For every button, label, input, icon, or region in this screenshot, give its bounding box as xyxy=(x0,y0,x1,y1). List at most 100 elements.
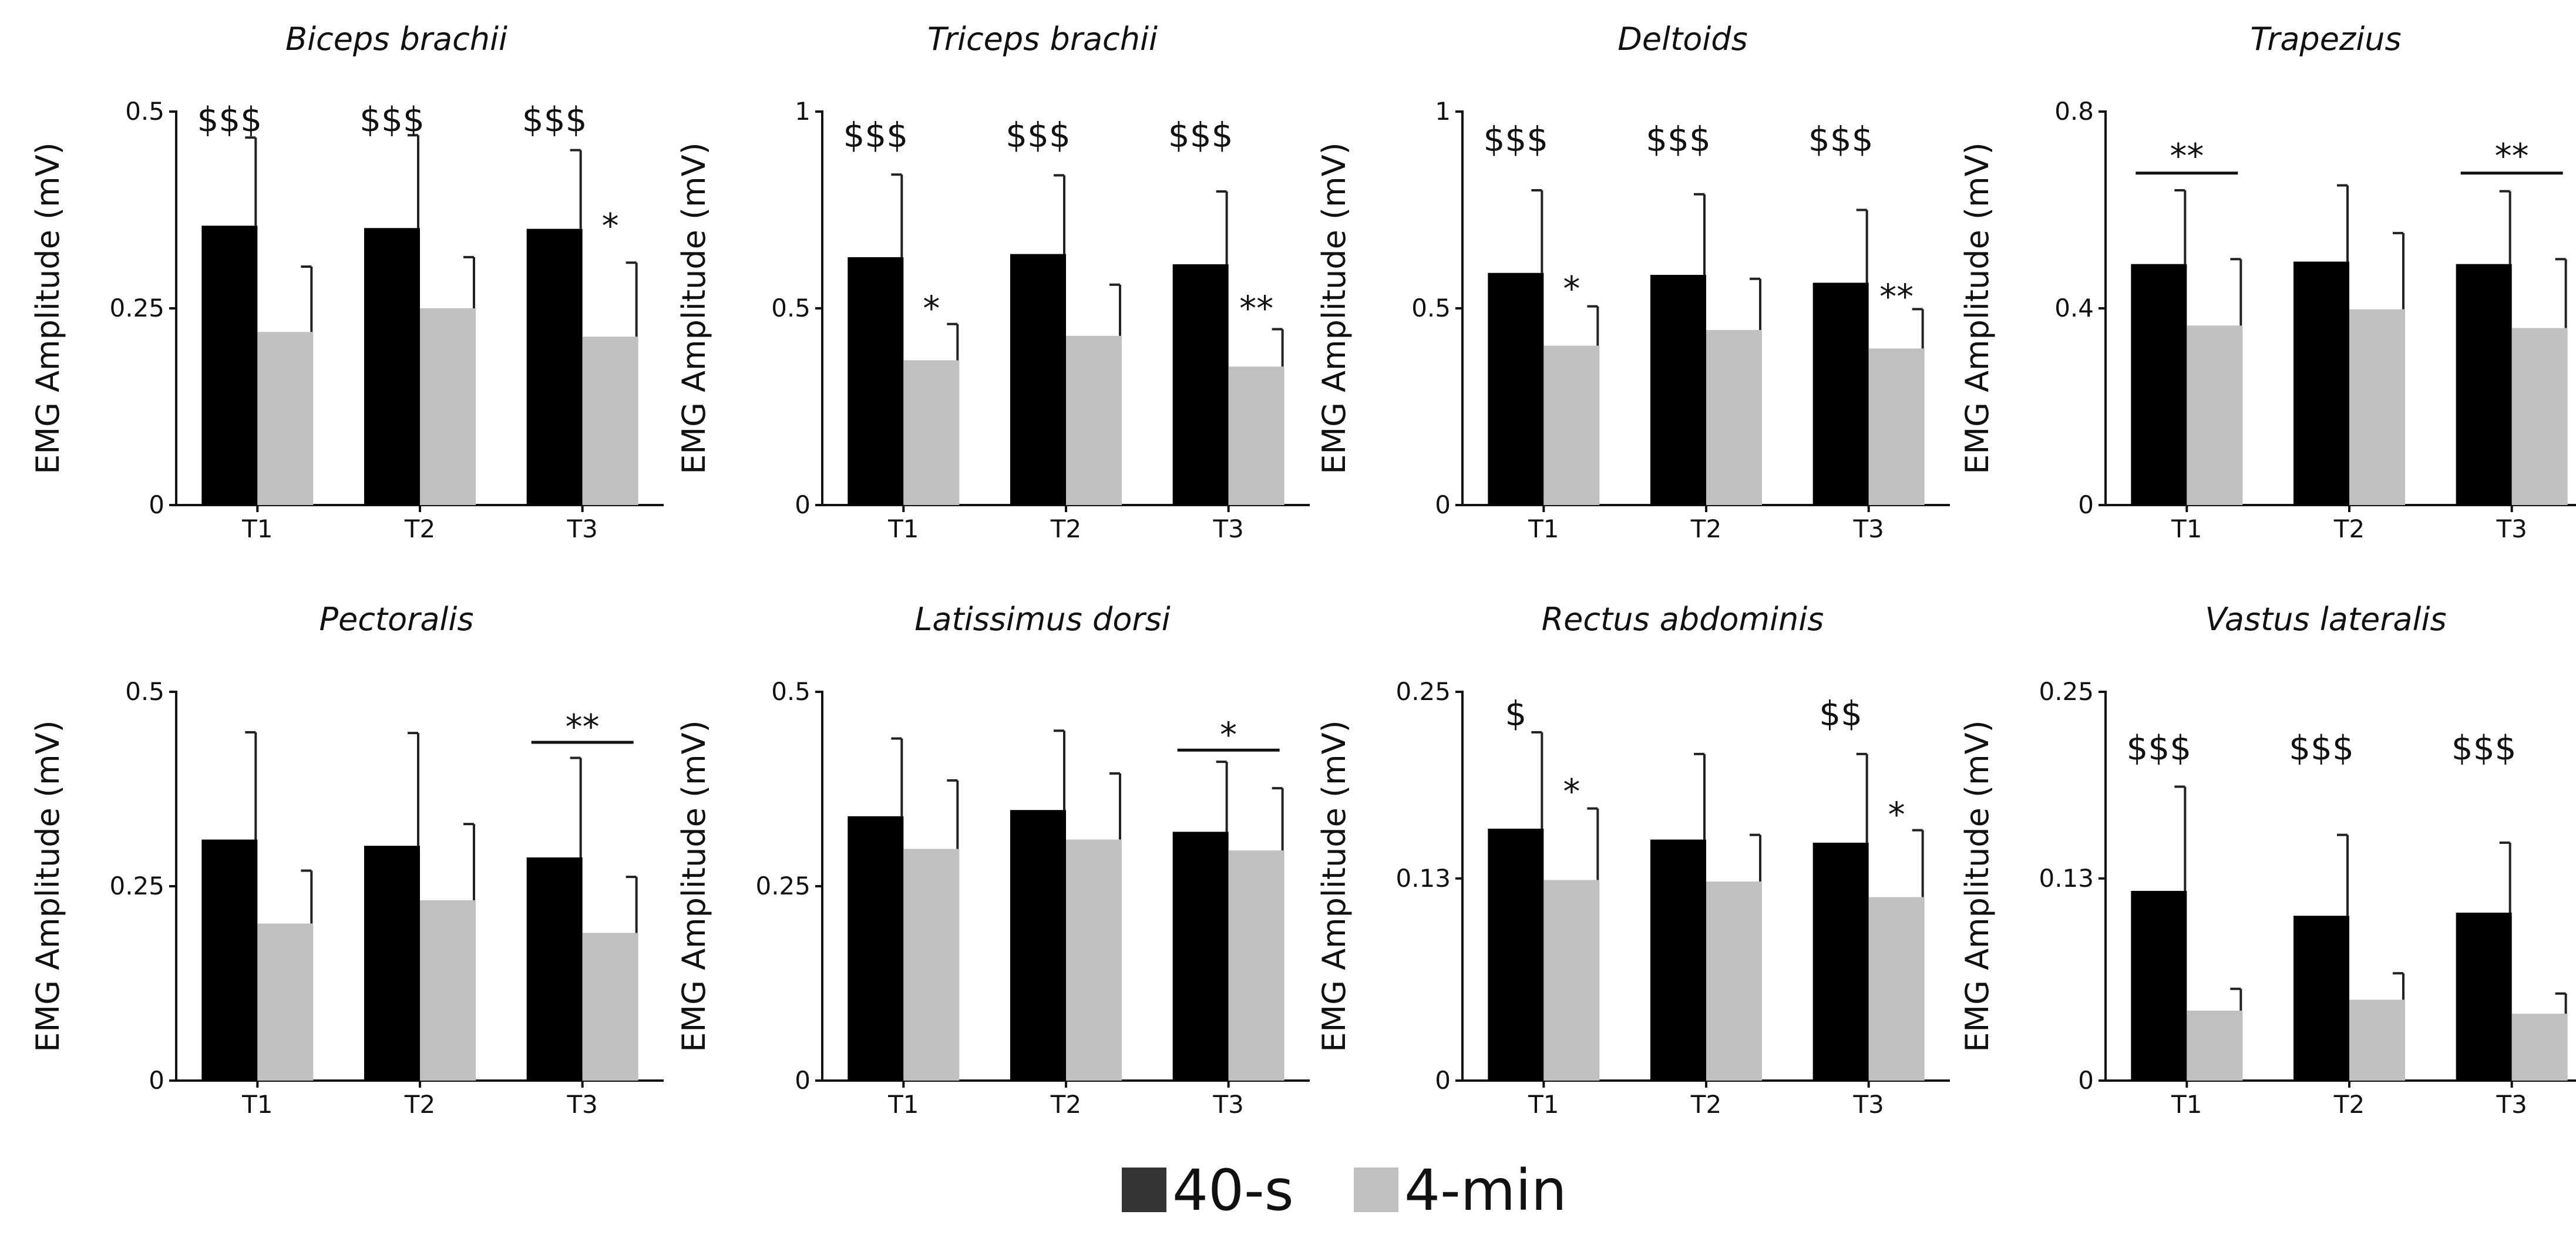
chart-title: Rectus abdominis xyxy=(1542,601,1824,638)
bar-40-s-t2 xyxy=(364,846,420,1081)
legend: 40-s 4-min xyxy=(1122,1158,1567,1223)
bar-4-min-t2 xyxy=(1706,882,1762,1081)
significance-annotation: ** xyxy=(1879,277,1913,317)
chart-vastus-lateralis: Vastus lateralis EMG Amplitude (mV) 0 0.13 0… xyxy=(1959,601,2576,1119)
significance-annotation: $$$ xyxy=(359,99,425,139)
bar-40-s-t1 xyxy=(848,257,904,505)
chart-title: Trapezius xyxy=(2250,21,2401,58)
x-tick-label-t1: T1 xyxy=(241,1090,273,1119)
bar-40-s-t2 xyxy=(364,228,420,505)
chart-title: Pectoralis xyxy=(319,601,473,638)
bar-4-min-t3 xyxy=(2511,328,2568,505)
y-tick-label: 1 xyxy=(1435,97,1451,126)
significance-annotation: $$$ xyxy=(1646,119,1711,159)
significance-annotation: * xyxy=(1220,715,1237,755)
significance-annotation: $$$ xyxy=(2289,728,2354,768)
y-axis-label: EMG Amplitude (mV) xyxy=(675,142,712,474)
bar-40-s-t1 xyxy=(1488,273,1544,505)
chart-pectoralis: Pectoralis EMG Amplitude (mV) 0 0.25 0.5 T1 T2… xyxy=(29,601,664,1119)
chart-trapezius: Trapezius EMG Amplitude (mV) 0 0.4 0.8 T1 T2 T3… xyxy=(1959,21,2576,543)
x-tick-label-t3: T3 xyxy=(2496,1090,2527,1119)
x-tick-label-t3: T3 xyxy=(2496,514,2527,543)
chart-rectus-abdominis: Rectus abdominis EMG Amplitude (mV) 0 0.13 0… xyxy=(1316,601,1950,1119)
bar-4-min-t3 xyxy=(2511,1014,2568,1081)
y-tick-label: 0 xyxy=(2078,490,2094,519)
bar-40-s-t1 xyxy=(201,839,258,1081)
significance-annotation: * xyxy=(923,288,940,328)
significance-annotation: $$$ xyxy=(1168,115,1233,155)
x-tick-label-t2: T2 xyxy=(404,514,435,543)
significance-annotation: ** xyxy=(2170,136,2204,176)
y-tick-label: 0 xyxy=(2078,1066,2094,1095)
bar-40-s-t2 xyxy=(1010,254,1066,505)
legend-label-40s: 40-s xyxy=(1172,1158,1294,1223)
bar-4-min-t1 xyxy=(903,360,960,505)
y-tick-label: 0.25 xyxy=(1395,677,1451,706)
bar-40-s-t1 xyxy=(2131,890,2187,1081)
legend-swatch-4min xyxy=(1354,1168,1398,1212)
y-tick-label: 0.5 xyxy=(125,677,164,706)
chart-title: Latissimus dorsi xyxy=(914,601,1170,638)
x-tick-label-t2: T2 xyxy=(2333,1090,2365,1119)
bar-40-s-t3 xyxy=(2456,913,2512,1081)
x-tick-label-t2: T2 xyxy=(1050,514,1081,543)
bar-4-min-t1 xyxy=(1543,880,1600,1081)
significance-annotation: $ xyxy=(1505,694,1526,734)
bar-4-min-t2 xyxy=(420,308,476,505)
y-axis-label: EMG Amplitude (mV) xyxy=(1316,142,1353,474)
y-axis-label: EMG Amplitude (mV) xyxy=(29,720,66,1052)
bar-4-min-t1 xyxy=(1543,345,1600,505)
bar-4-min-t2 xyxy=(1066,335,1122,505)
significance-annotation: $$$ xyxy=(1483,119,1548,159)
bar-4-min-t3 xyxy=(1228,850,1284,1081)
significance-annotation: $$$ xyxy=(1808,119,1874,159)
x-tick-label-t1: T1 xyxy=(887,1090,919,1119)
x-tick-label-t2: T2 xyxy=(1050,1090,1081,1119)
bar-4-min-t2 xyxy=(1066,839,1122,1081)
significance-annotation: $$ xyxy=(1819,694,1862,734)
y-tick-label: 0.25 xyxy=(755,872,811,900)
y-tick-label: 0 xyxy=(795,490,811,519)
bar-40-s-t1 xyxy=(1488,829,1544,1081)
bar-40-s-t3 xyxy=(526,228,583,505)
significance-annotation: * xyxy=(1563,771,1580,811)
significance-annotation: * xyxy=(1563,269,1580,309)
bar-40-s-t2 xyxy=(1650,839,1706,1081)
y-tick-label: 0.25 xyxy=(2039,677,2094,706)
bar-40-s-t1 xyxy=(2131,264,2187,505)
bar-4-min-t3 xyxy=(1228,366,1284,505)
x-tick-label-t3: T3 xyxy=(1212,514,1243,543)
significance-annotation: $$$ xyxy=(2126,728,2191,768)
significance-annotation: $$$ xyxy=(2451,728,2517,768)
y-tick-label: 0 xyxy=(1435,490,1451,519)
y-tick-label: 0 xyxy=(149,490,164,519)
x-tick-label-t1: T1 xyxy=(2171,1090,2202,1119)
x-tick-label-t3: T3 xyxy=(566,1090,597,1119)
bar-4-min-t2 xyxy=(1706,329,1762,505)
y-tick-label: 0.4 xyxy=(2054,294,2094,322)
y-tick-label: 1 xyxy=(795,97,811,126)
x-tick-label-t2: T2 xyxy=(1690,514,1721,543)
y-tick-label: 0.8 xyxy=(2054,97,2094,126)
bar-40-s-t3 xyxy=(1172,832,1229,1081)
chart-title: Deltoids xyxy=(1617,21,1747,58)
bar-4-min-t3 xyxy=(582,337,638,505)
significance-annotation: ** xyxy=(2495,136,2529,176)
x-tick-label-t2: T2 xyxy=(1690,1090,1721,1119)
bar-40-s-t2 xyxy=(1010,810,1066,1081)
significance-annotation: $$$ xyxy=(1005,115,1071,155)
chart-triceps-brachii: Triceps brachii EMG Amplitude (mV) 0 0.5 1 T1… xyxy=(675,21,1310,543)
y-tick-label: 0 xyxy=(149,1066,164,1095)
x-tick-label-t2: T2 xyxy=(2333,514,2365,543)
chart-title: Biceps brachii xyxy=(285,21,507,58)
bar-4-min-t1 xyxy=(2187,1010,2243,1081)
y-axis-label: EMG Amplitude (mV) xyxy=(1959,720,1996,1052)
y-axis-label: EMG Amplitude (mV) xyxy=(1316,720,1353,1052)
legend-swatch-40s xyxy=(1122,1168,1166,1212)
x-tick-label-t1: T1 xyxy=(2171,514,2202,543)
bar-4-min-t1 xyxy=(257,923,314,1081)
x-tick-label-t1: T1 xyxy=(241,514,273,543)
bar-40-s-t3 xyxy=(1172,264,1229,505)
significance-annotation: * xyxy=(1888,795,1905,835)
bar-40-s-t3 xyxy=(526,857,583,1081)
